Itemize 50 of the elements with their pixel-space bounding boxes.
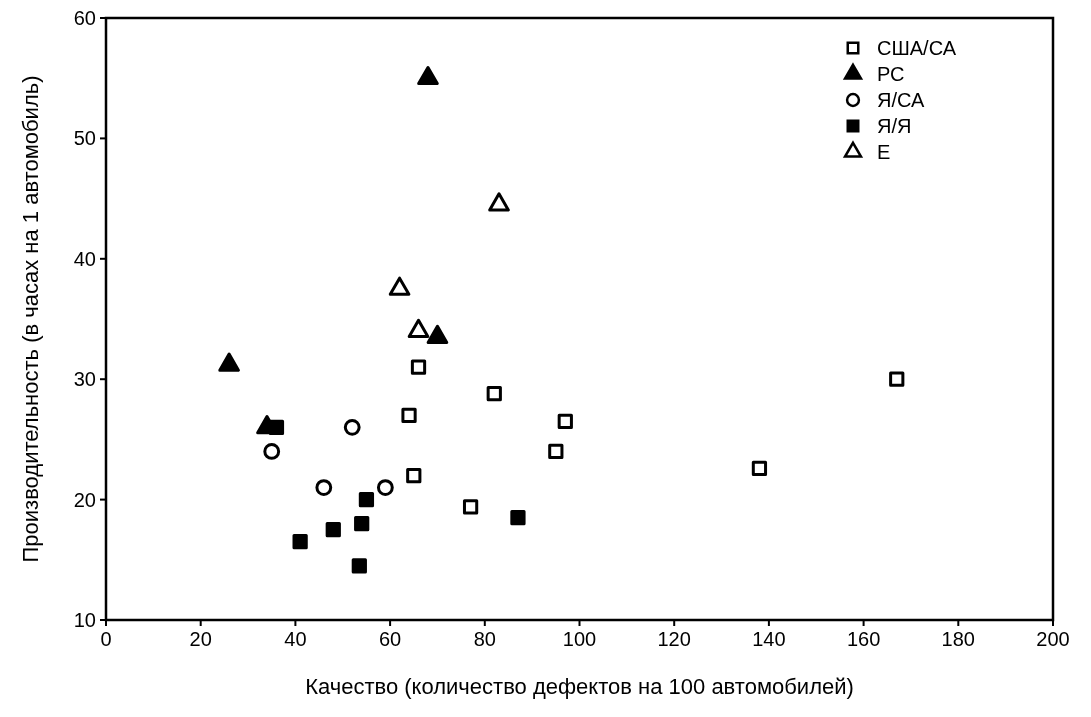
y-axis-title: Производительность (в часах на 1 автомобиль) — [18, 75, 43, 563]
point — [343, 418, 361, 436]
point — [548, 443, 564, 460]
x-tick-label: 0 — [100, 628, 112, 650]
point — [351, 558, 367, 574]
point — [268, 419, 285, 435]
legend-label: США/СА — [877, 37, 957, 59]
x-tick-label: 100 — [562, 628, 597, 650]
legend-label: РС — [877, 63, 905, 85]
point — [462, 499, 479, 515]
point — [510, 510, 526, 526]
point — [218, 352, 240, 372]
point — [417, 65, 439, 86]
point — [407, 318, 430, 338]
point — [358, 491, 375, 508]
x-tick-label: 140 — [752, 628, 786, 650]
y-tick-label: 60 — [73, 7, 96, 29]
point — [557, 413, 573, 429]
y-tick-label: 50 — [73, 127, 96, 150]
x-tick-label: 180 — [941, 628, 975, 650]
point — [376, 479, 394, 496]
y-tick-label: 10 — [73, 609, 96, 631]
x-tick-label: 20 — [189, 628, 212, 650]
x-tick-label: 160 — [846, 628, 881, 650]
y-tick-label: 30 — [73, 368, 96, 391]
point — [388, 276, 411, 296]
x-tick-label: 60 — [378, 628, 402, 650]
point — [315, 479, 333, 496]
point — [426, 324, 449, 344]
legend-label: Я/Я — [877, 115, 912, 137]
point — [401, 407, 417, 423]
point — [889, 371, 905, 387]
point — [486, 386, 502, 402]
x-tick-label: 200 — [1036, 628, 1070, 650]
y-tick-label: 40 — [73, 247, 96, 270]
point — [410, 359, 427, 375]
point — [751, 460, 768, 476]
point — [263, 443, 281, 460]
x-tick-label: 80 — [473, 628, 496, 650]
y-tick-label: 20 — [73, 488, 96, 511]
point — [292, 534, 308, 550]
legend-label: Я/СА — [877, 89, 925, 111]
point — [354, 516, 370, 532]
x-tick-label: 40 — [284, 628, 307, 650]
point — [325, 522, 341, 538]
legend-label: E — [877, 141, 891, 163]
x-axis-title: Качество (количество дефектов на 100 автомобилей) — [305, 674, 854, 699]
x-tick-label: 120 — [657, 628, 691, 650]
point — [406, 467, 422, 484]
point — [488, 192, 510, 212]
